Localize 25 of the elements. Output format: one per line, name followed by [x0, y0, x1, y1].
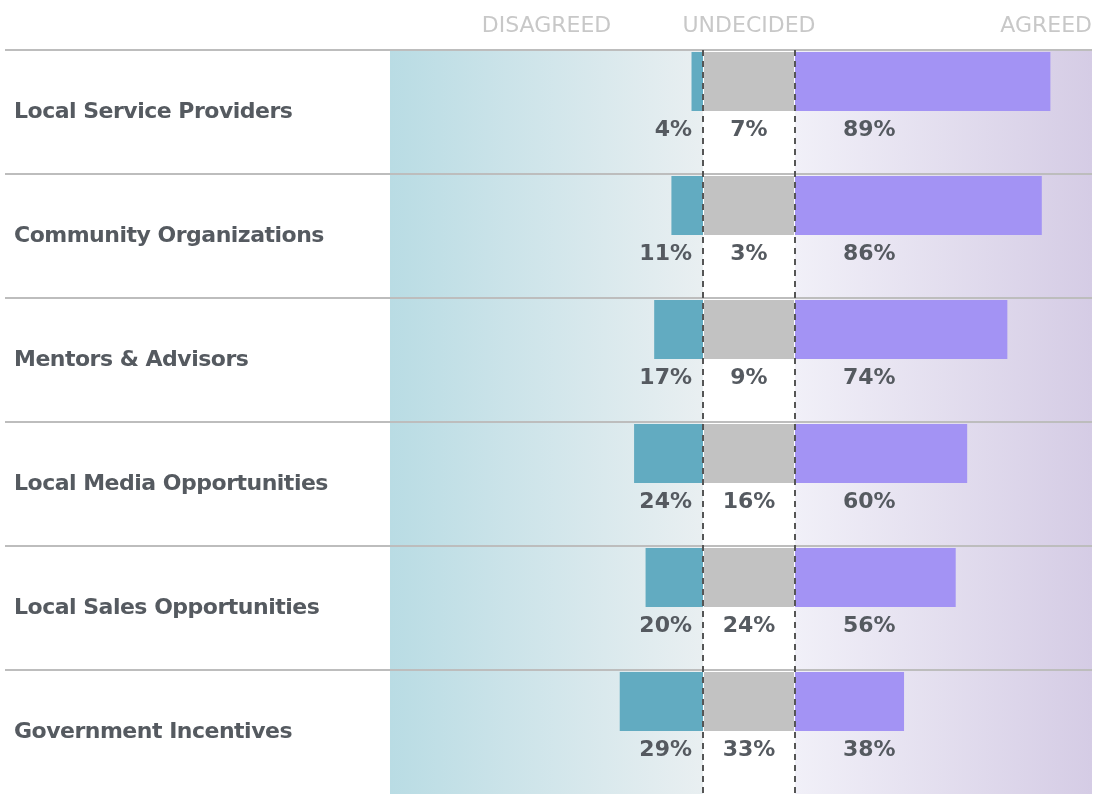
data-label: 24%	[639, 488, 692, 513]
data-label: 29%	[639, 736, 692, 761]
y-tick-label: Local Service Providers	[14, 98, 293, 123]
data-label: 38%	[843, 736, 896, 761]
data-label: 20%	[639, 612, 692, 637]
data-label: 60%	[843, 488, 896, 513]
data-label: 89%	[843, 116, 896, 141]
text: 24%	[722, 612, 776, 637]
y-tick-label: Mentors & Advisors	[14, 346, 249, 371]
y-tick-label: Community Organizations	[14, 222, 325, 247]
text: 16%	[722, 488, 776, 513]
data-label: 4%	[654, 116, 692, 141]
data-label: 56%	[843, 612, 896, 637]
text: 33%	[722, 736, 776, 761]
y-tick-label: Local Sales Opportunities	[14, 594, 320, 619]
text: 9%	[730, 364, 768, 389]
data-label: 74%	[843, 364, 896, 389]
data-label: 11%	[639, 240, 692, 265]
text: 7%	[730, 116, 768, 141]
y-tick-label: Government Incentives	[14, 718, 293, 743]
data-label: 86%	[843, 240, 896, 265]
y-tick-label: Local Media Opportunities	[14, 470, 329, 495]
data-label: 17%	[639, 364, 692, 389]
text: 3%	[730, 240, 768, 265]
bar	[691, 52, 703, 111]
